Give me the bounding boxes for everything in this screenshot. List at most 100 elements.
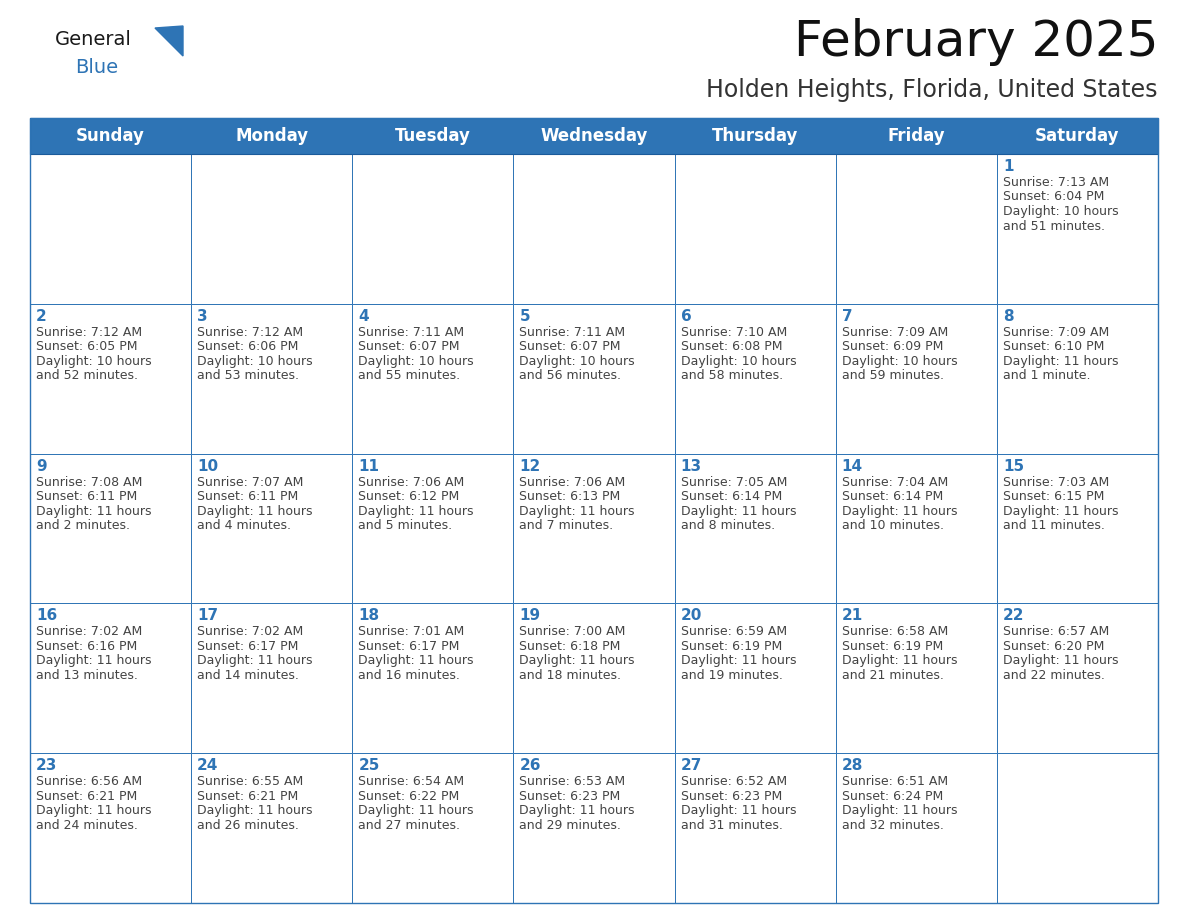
Bar (997, 154, 1158, 304)
Text: Sunset: 6:04 PM: Sunset: 6:04 PM (1003, 191, 1104, 204)
Text: 17: 17 (197, 609, 219, 623)
Text: and 2 minutes.: and 2 minutes. (36, 519, 129, 532)
Bar (191, 304, 353, 453)
Text: Sunrise: 7:00 AM: Sunrise: 7:00 AM (519, 625, 626, 638)
Text: and 32 minutes.: and 32 minutes. (842, 819, 943, 832)
Text: Sunset: 6:10 PM: Sunset: 6:10 PM (1003, 341, 1104, 353)
Text: and 8 minutes.: and 8 minutes. (681, 519, 775, 532)
Text: Sunrise: 7:13 AM: Sunrise: 7:13 AM (1003, 176, 1108, 189)
Text: Sunrise: 7:08 AM: Sunrise: 7:08 AM (36, 476, 143, 488)
Text: Daylight: 10 hours: Daylight: 10 hours (681, 354, 796, 368)
Text: Sunrise: 6:51 AM: Sunrise: 6:51 AM (842, 775, 948, 789)
Text: 5: 5 (519, 308, 530, 324)
Text: Daylight: 11 hours: Daylight: 11 hours (36, 804, 152, 817)
Text: Sunrise: 7:12 AM: Sunrise: 7:12 AM (36, 326, 143, 339)
Text: and 7 minutes.: and 7 minutes. (519, 519, 613, 532)
Text: Sunset: 6:16 PM: Sunset: 6:16 PM (36, 640, 138, 653)
Text: Sunset: 6:07 PM: Sunset: 6:07 PM (359, 341, 460, 353)
Bar (997, 603, 1158, 753)
Text: Wednesday: Wednesday (541, 127, 647, 145)
Text: 15: 15 (1003, 459, 1024, 474)
Text: and 24 minutes.: and 24 minutes. (36, 819, 138, 832)
Text: Friday: Friday (887, 127, 946, 145)
Text: Daylight: 11 hours: Daylight: 11 hours (36, 655, 152, 667)
Text: Sunset: 6:23 PM: Sunset: 6:23 PM (681, 789, 782, 802)
Text: Sunday: Sunday (76, 127, 145, 145)
Text: Sunrise: 6:53 AM: Sunrise: 6:53 AM (519, 775, 626, 789)
Text: 25: 25 (359, 758, 380, 773)
Bar (30, 118, 1158, 903)
Text: Daylight: 11 hours: Daylight: 11 hours (1003, 505, 1118, 518)
Text: Sunset: 6:24 PM: Sunset: 6:24 PM (842, 789, 943, 802)
Text: Daylight: 11 hours: Daylight: 11 hours (1003, 655, 1118, 667)
Bar (353, 154, 513, 304)
Text: and 11 minutes.: and 11 minutes. (1003, 519, 1105, 532)
Text: Sunrise: 6:52 AM: Sunrise: 6:52 AM (681, 775, 786, 789)
Text: Sunset: 6:15 PM: Sunset: 6:15 PM (1003, 490, 1104, 503)
Bar (30, 753, 191, 903)
Bar (191, 753, 353, 903)
Text: Sunset: 6:12 PM: Sunset: 6:12 PM (359, 490, 460, 503)
Text: Daylight: 11 hours: Daylight: 11 hours (359, 655, 474, 667)
Bar (353, 603, 513, 753)
Bar (997, 453, 1158, 603)
Text: Sunset: 6:18 PM: Sunset: 6:18 PM (519, 640, 621, 653)
Text: and 4 minutes.: and 4 minutes. (197, 519, 291, 532)
Text: and 59 minutes.: and 59 minutes. (842, 369, 943, 382)
Text: Thursday: Thursday (712, 127, 798, 145)
Bar (30, 118, 191, 154)
Text: Sunrise: 7:06 AM: Sunrise: 7:06 AM (359, 476, 465, 488)
Text: Sunrise: 7:02 AM: Sunrise: 7:02 AM (36, 625, 143, 638)
Bar (513, 154, 675, 304)
Text: 4: 4 (359, 308, 369, 324)
Text: Sunset: 6:19 PM: Sunset: 6:19 PM (681, 640, 782, 653)
Text: and 29 minutes.: and 29 minutes. (519, 819, 621, 832)
Text: Daylight: 11 hours: Daylight: 11 hours (681, 655, 796, 667)
Bar (513, 453, 675, 603)
Text: Daylight: 11 hours: Daylight: 11 hours (359, 804, 474, 817)
Text: 21: 21 (842, 609, 862, 623)
Text: Sunrise: 7:09 AM: Sunrise: 7:09 AM (1003, 326, 1110, 339)
Text: Sunset: 6:13 PM: Sunset: 6:13 PM (519, 490, 620, 503)
Bar (353, 753, 513, 903)
Text: 14: 14 (842, 459, 862, 474)
Text: Sunset: 6:17 PM: Sunset: 6:17 PM (197, 640, 298, 653)
Text: Daylight: 10 hours: Daylight: 10 hours (197, 354, 312, 368)
Text: Sunrise: 7:04 AM: Sunrise: 7:04 AM (842, 476, 948, 488)
Text: 7: 7 (842, 308, 852, 324)
Text: and 26 minutes.: and 26 minutes. (197, 819, 299, 832)
Text: Sunrise: 7:11 AM: Sunrise: 7:11 AM (519, 326, 626, 339)
Text: Sunrise: 7:06 AM: Sunrise: 7:06 AM (519, 476, 626, 488)
Text: Holden Heights, Florida, United States: Holden Heights, Florida, United States (707, 78, 1158, 102)
Bar (675, 453, 835, 603)
Text: Sunset: 6:08 PM: Sunset: 6:08 PM (681, 341, 782, 353)
Text: February 2025: February 2025 (794, 18, 1158, 66)
Text: and 51 minutes.: and 51 minutes. (1003, 219, 1105, 232)
Text: Sunrise: 7:05 AM: Sunrise: 7:05 AM (681, 476, 786, 488)
Text: Sunset: 6:20 PM: Sunset: 6:20 PM (1003, 640, 1104, 653)
Text: and 14 minutes.: and 14 minutes. (197, 669, 299, 682)
Text: Daylight: 11 hours: Daylight: 11 hours (197, 505, 312, 518)
Text: Sunset: 6:17 PM: Sunset: 6:17 PM (359, 640, 460, 653)
Text: Sunrise: 7:01 AM: Sunrise: 7:01 AM (359, 625, 465, 638)
Text: Daylight: 10 hours: Daylight: 10 hours (842, 354, 958, 368)
Text: Daylight: 11 hours: Daylight: 11 hours (519, 655, 634, 667)
Text: Daylight: 10 hours: Daylight: 10 hours (359, 354, 474, 368)
Text: Sunset: 6:23 PM: Sunset: 6:23 PM (519, 789, 620, 802)
Bar (30, 453, 191, 603)
Text: Sunset: 6:19 PM: Sunset: 6:19 PM (842, 640, 943, 653)
Text: Sunrise: 7:10 AM: Sunrise: 7:10 AM (681, 326, 786, 339)
Text: 1: 1 (1003, 159, 1013, 174)
Text: Daylight: 11 hours: Daylight: 11 hours (197, 804, 312, 817)
Text: Daylight: 10 hours: Daylight: 10 hours (1003, 205, 1118, 218)
Text: Sunset: 6:06 PM: Sunset: 6:06 PM (197, 341, 298, 353)
Bar (835, 304, 997, 453)
Text: 22: 22 (1003, 609, 1024, 623)
Text: 2: 2 (36, 308, 46, 324)
Text: and 58 minutes.: and 58 minutes. (681, 369, 783, 382)
Bar (191, 453, 353, 603)
Bar (191, 603, 353, 753)
Text: and 53 minutes.: and 53 minutes. (197, 369, 299, 382)
Bar (30, 304, 191, 453)
Bar (513, 304, 675, 453)
